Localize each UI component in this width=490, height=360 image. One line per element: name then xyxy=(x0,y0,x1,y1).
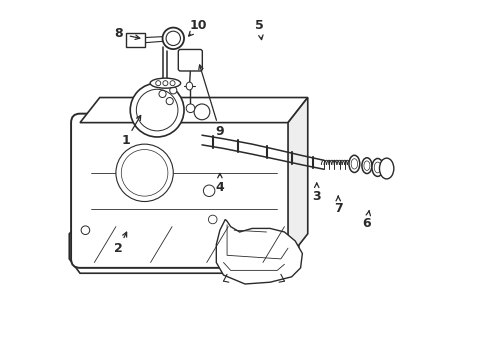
Circle shape xyxy=(156,81,161,86)
Text: 1: 1 xyxy=(122,134,130,147)
FancyBboxPatch shape xyxy=(125,33,145,47)
Text: 8: 8 xyxy=(115,27,123,40)
Ellipse shape xyxy=(372,158,383,176)
Ellipse shape xyxy=(362,158,372,174)
Circle shape xyxy=(170,87,177,94)
Circle shape xyxy=(81,226,90,234)
Text: 3: 3 xyxy=(313,190,321,203)
Ellipse shape xyxy=(364,161,370,170)
Circle shape xyxy=(166,98,173,105)
Text: 4: 4 xyxy=(216,181,224,194)
Text: 5: 5 xyxy=(255,19,264,32)
Text: 2: 2 xyxy=(114,242,123,255)
Text: 7: 7 xyxy=(334,202,343,215)
Text: 10: 10 xyxy=(190,19,207,32)
Polygon shape xyxy=(216,220,302,284)
Ellipse shape xyxy=(374,162,381,173)
Circle shape xyxy=(194,104,210,120)
Polygon shape xyxy=(288,98,308,259)
Polygon shape xyxy=(80,98,308,123)
Ellipse shape xyxy=(150,78,181,88)
Circle shape xyxy=(186,104,195,113)
Circle shape xyxy=(116,144,173,202)
Circle shape xyxy=(163,81,168,86)
Circle shape xyxy=(136,89,178,131)
Circle shape xyxy=(166,31,180,45)
Circle shape xyxy=(203,185,215,197)
Ellipse shape xyxy=(349,155,360,172)
Circle shape xyxy=(122,149,168,196)
Circle shape xyxy=(159,90,166,98)
Text: 6: 6 xyxy=(363,216,371,230)
Text: 9: 9 xyxy=(216,125,224,138)
Circle shape xyxy=(163,28,184,49)
Circle shape xyxy=(208,215,217,224)
Ellipse shape xyxy=(186,82,193,90)
FancyBboxPatch shape xyxy=(71,114,297,268)
Polygon shape xyxy=(69,223,299,273)
Ellipse shape xyxy=(351,159,358,169)
FancyBboxPatch shape xyxy=(178,49,202,71)
Circle shape xyxy=(130,83,184,137)
Ellipse shape xyxy=(379,158,394,179)
Circle shape xyxy=(170,81,175,86)
